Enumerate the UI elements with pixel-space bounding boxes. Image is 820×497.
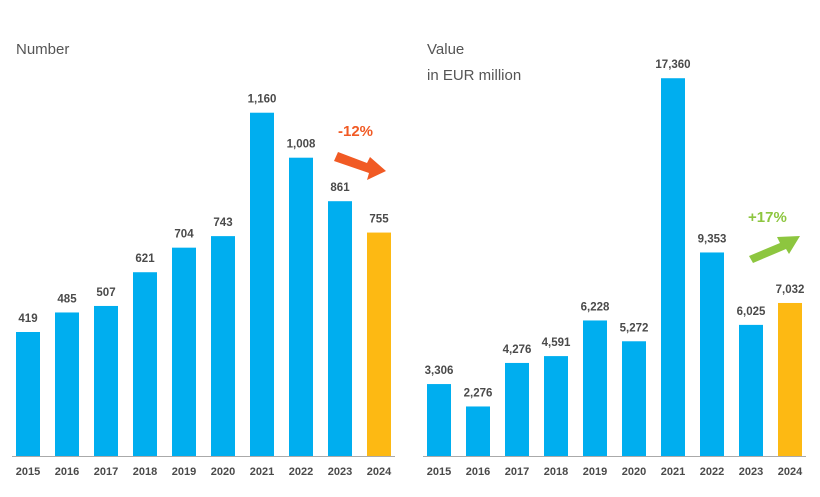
arrow-down-icon xyxy=(334,152,386,180)
data-label-2016: 485 xyxy=(57,293,77,305)
x-tick-2021: 2021 xyxy=(661,466,685,478)
x-tick-2024: 2024 xyxy=(778,466,803,478)
x-tick-2020: 2020 xyxy=(622,466,646,478)
data-label-2019: 704 xyxy=(174,229,194,241)
x-tick-2022: 2022 xyxy=(289,466,313,478)
bar-2023 xyxy=(328,201,352,456)
bar-2016 xyxy=(466,406,490,456)
arrow-up-icon xyxy=(749,236,800,263)
data-label-2023: 861 xyxy=(330,182,350,194)
x-tick-2023: 2023 xyxy=(328,466,352,478)
data-label-2021: 1,160 xyxy=(248,94,277,106)
bar-2018 xyxy=(544,356,568,456)
bars-number: 419 2015 485 2016 507 2017 621 2018 704 2019 743 20… xyxy=(16,94,392,478)
x-tick-2019: 2019 xyxy=(583,466,607,478)
x-tick-2019: 2019 xyxy=(172,466,196,478)
x-tick-2018: 2018 xyxy=(544,466,568,478)
data-label-2019: 6,228 xyxy=(581,301,610,313)
increase-label: +17% xyxy=(748,209,787,226)
data-label-2015: 3,306 xyxy=(425,365,454,377)
bar-2017 xyxy=(505,362,529,456)
x-tick-2024: 2024 xyxy=(367,466,392,478)
data-label-2017: 4,276 xyxy=(503,344,532,356)
bar-2024 xyxy=(367,232,391,456)
data-label-2018: 621 xyxy=(135,253,155,265)
chart-number: Number 419 2015 485 2016 507 2017 621 2018 704 20… xyxy=(12,41,395,478)
bar-2020 xyxy=(211,236,235,456)
data-label-2020: 5,272 xyxy=(620,322,649,334)
bar-2019 xyxy=(172,247,196,456)
data-label-2021: 17,360 xyxy=(655,59,690,71)
bar-2015 xyxy=(16,332,40,456)
x-tick-2021: 2021 xyxy=(250,466,274,478)
x-tick-2020: 2020 xyxy=(211,466,235,478)
annotation-increase: +17% xyxy=(748,209,800,263)
decrease-label: -12% xyxy=(338,123,373,140)
bar-2021 xyxy=(661,78,685,457)
x-tick-2016: 2016 xyxy=(55,466,79,478)
data-label-2016: 2,276 xyxy=(464,387,493,399)
x-tick-2015: 2015 xyxy=(16,466,40,478)
annotation-decrease: -12% xyxy=(334,123,386,180)
y-axis-label-number: Number xyxy=(16,41,69,58)
bar-2022 xyxy=(289,157,313,456)
bar-2023 xyxy=(739,324,763,456)
data-label-2015: 419 xyxy=(18,313,37,325)
bar-2020 xyxy=(622,341,646,456)
data-label-2022: 9,353 xyxy=(698,233,727,245)
arrow-up-shape xyxy=(749,236,800,263)
x-tick-2015: 2015 xyxy=(427,466,451,478)
x-tick-2022: 2022 xyxy=(700,466,724,478)
chart-value: Value in EUR million 3,306 2015 2,276 2016 4… xyxy=(423,41,806,478)
bar-2017 xyxy=(94,305,118,456)
x-tick-2023: 2023 xyxy=(739,466,763,478)
data-label-2023: 6,025 xyxy=(737,306,766,318)
data-label-2020: 743 xyxy=(213,217,232,229)
data-label-2018: 4,591 xyxy=(542,337,571,349)
x-tick-2017: 2017 xyxy=(505,466,529,478)
y-axis-unit-value: in EUR million xyxy=(427,67,521,84)
data-label-2017: 507 xyxy=(96,287,115,299)
bars-value: 3,306 2015 2,276 2016 4,276 2017 4,591 2018 6,22… xyxy=(425,59,805,478)
bar-2024 xyxy=(778,302,802,456)
data-label-2024: 755 xyxy=(369,214,389,226)
bar-2018 xyxy=(133,272,157,456)
bar-2019 xyxy=(583,320,607,456)
arrow-down-shape xyxy=(334,152,386,180)
bar-2021 xyxy=(250,112,274,456)
x-tick-2018: 2018 xyxy=(133,466,157,478)
bar-2022 xyxy=(700,252,724,456)
x-tick-2016: 2016 xyxy=(466,466,490,478)
data-label-2024: 7,032 xyxy=(776,284,805,296)
y-axis-label-value: Value xyxy=(427,41,464,58)
x-tick-2017: 2017 xyxy=(94,466,118,478)
bar-2016 xyxy=(55,312,79,456)
data-label-2022: 1,008 xyxy=(287,139,316,151)
bar-2015 xyxy=(427,384,451,456)
